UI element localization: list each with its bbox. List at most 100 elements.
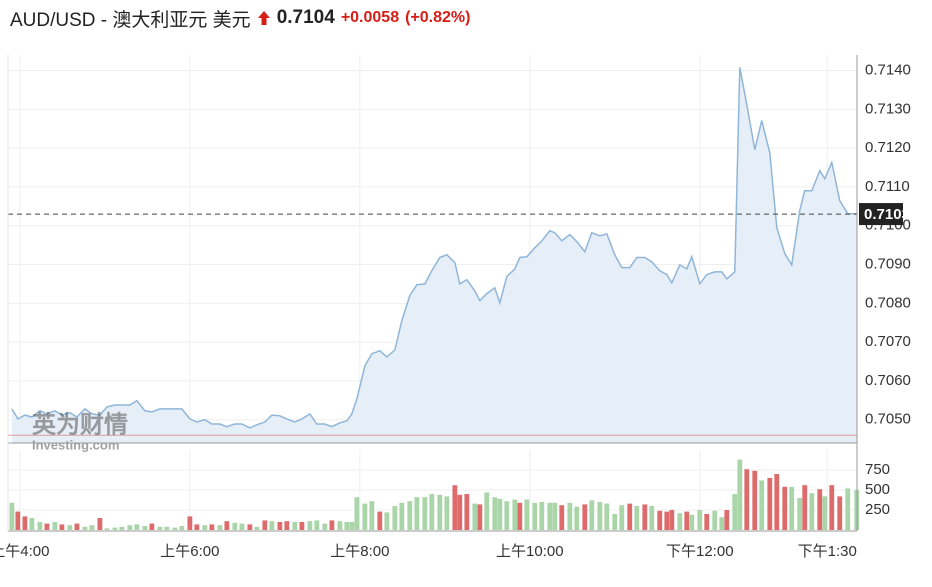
volume-bar [649, 506, 655, 530]
y-tick-label: 250 [865, 501, 890, 518]
volume-bar [657, 510, 663, 530]
volume-bar [689, 514, 695, 530]
volume-bar [104, 528, 110, 530]
y-tick-label: 0.7130 [865, 100, 911, 117]
price: 0.7104 [276, 7, 335, 28]
volume-bar [187, 516, 193, 530]
volume-bar [337, 521, 343, 530]
change-percent: (+0.82%) [405, 9, 471, 26]
volume-bar [737, 459, 743, 530]
volume-bar [719, 517, 725, 530]
volume-bar [532, 502, 538, 530]
volume-bar [134, 524, 140, 530]
volume-bar [669, 510, 675, 530]
volume-bar [284, 521, 290, 530]
header: AUD/USD - 澳大利亚元 美元 0.7104 +0.0058 (+0.82… [10, 4, 470, 32]
volume-bar [422, 497, 428, 530]
volume-bar [472, 503, 478, 530]
volume-bar [179, 526, 185, 530]
volume-bar [627, 503, 633, 530]
volume-bar [314, 520, 320, 530]
area-fill [11, 67, 857, 444]
volume-bar [429, 494, 435, 530]
volume-bar [67, 525, 73, 530]
volume-bar [829, 485, 835, 530]
volume-bar [239, 523, 245, 530]
volume-bar [322, 523, 328, 530]
last-price-label: 0.7103 [864, 206, 910, 223]
volume-bar [37, 522, 43, 530]
volume-bar [452, 485, 458, 530]
volume-bar [524, 499, 530, 530]
volume-bar [44, 523, 50, 530]
volume-bar [744, 469, 750, 530]
y-tick-label: 0.7120 [865, 139, 911, 156]
volume-bar [299, 522, 305, 530]
volume-bar [254, 526, 260, 530]
volume-bar [822, 496, 828, 530]
volume-bar [377, 511, 383, 530]
volume-bar [262, 520, 268, 530]
volume-bar [484, 492, 490, 530]
volume-bar [497, 498, 503, 530]
y-tick-label: 0.7080 [865, 294, 911, 311]
volume-bar [559, 505, 565, 530]
volume-bar [384, 512, 390, 530]
y-tick-label: 500 [865, 481, 890, 498]
volume-bar [329, 520, 335, 530]
x-tick-label: 上午6:00 [160, 543, 219, 560]
volume-bar [582, 504, 588, 530]
volume-bar [15, 511, 21, 530]
x-tick-label: 下午12:00 [666, 543, 734, 560]
volume-bar [277, 522, 283, 530]
volume-bar [845, 488, 851, 530]
volume-bar [724, 510, 730, 530]
volume-bar [619, 505, 625, 530]
volume-bar [119, 526, 125, 530]
volume-bar [797, 498, 803, 530]
volume-bar [399, 502, 405, 530]
volume-bar [22, 516, 28, 530]
volume-bar [247, 524, 253, 530]
y-tick-label: 0.7110 [865, 178, 910, 195]
volume-bar [369, 501, 375, 530]
volume-bar [732, 494, 738, 530]
volume-bar [547, 502, 553, 530]
volume-bar [307, 521, 313, 530]
volume-bar [752, 470, 758, 530]
volume-bar [112, 527, 118, 530]
volume-bar [504, 501, 510, 530]
volume-bar [392, 506, 398, 530]
last-price-box [859, 203, 903, 226]
volume-bar [354, 497, 360, 530]
volume-bar [344, 522, 350, 530]
axes-layer: 0.70500.70600.70700.70800.70900.71000.71… [7, 55, 911, 532]
x-tick-label: 上午8:00 [330, 543, 389, 560]
volume-bar [697, 510, 703, 530]
volume-bar [684, 511, 690, 530]
volume-bar [407, 501, 413, 530]
change: +0.0058 [340, 9, 400, 26]
y-tick-label: 0.7060 [865, 372, 911, 389]
volume-bar [52, 522, 58, 530]
volume-bar [209, 524, 215, 530]
volume-bar [74, 523, 80, 530]
watermark-brand: 英为财情 [32, 411, 128, 438]
volume-bar [82, 526, 88, 530]
volume-bar [444, 496, 450, 530]
volume-bar [172, 527, 178, 530]
volume-bar [817, 489, 823, 530]
volume-bar [157, 526, 163, 530]
volume-bar [464, 494, 470, 530]
volume-bar [97, 518, 103, 530]
volume-bar [517, 502, 523, 530]
volume-bar [677, 513, 683, 530]
volume-bar [712, 510, 718, 530]
volume-bar [349, 522, 355, 530]
volume-bar [782, 486, 788, 530]
volume-bar [634, 506, 640, 530]
volume-bar [477, 504, 483, 530]
y-tick-label: 750 [865, 461, 890, 478]
marks-layer [8, 67, 860, 530]
